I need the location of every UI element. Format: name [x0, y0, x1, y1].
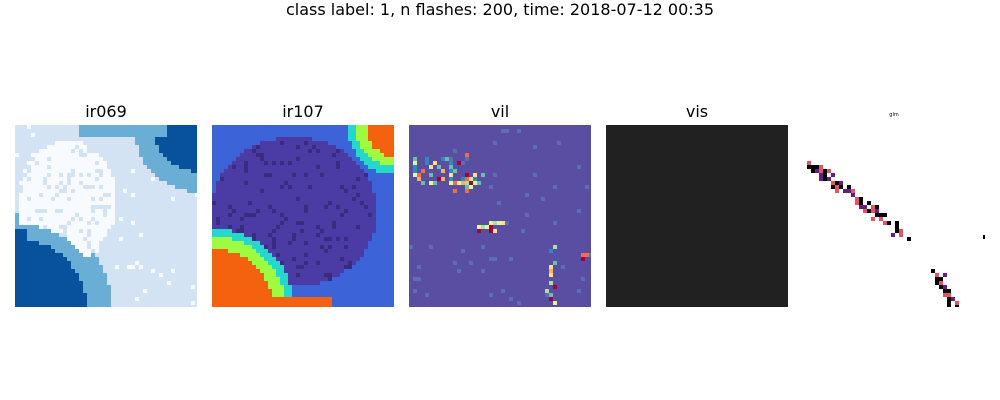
panel-title-glm: glm	[889, 112, 899, 118]
panel-title-ir107: ir107	[282, 102, 324, 121]
panel-title-vis: vis	[685, 102, 709, 121]
glm-image	[803, 125, 985, 307]
vis-image	[606, 125, 788, 307]
panel-title-ir069: ir069	[85, 102, 127, 121]
ir069-image	[15, 125, 197, 307]
figure-title: class label: 1, n flashes: 200, time: 20…	[285, 0, 715, 19]
vil-image	[409, 125, 591, 307]
panel-title-vil: vil	[490, 102, 510, 121]
ir107-image	[212, 125, 394, 307]
